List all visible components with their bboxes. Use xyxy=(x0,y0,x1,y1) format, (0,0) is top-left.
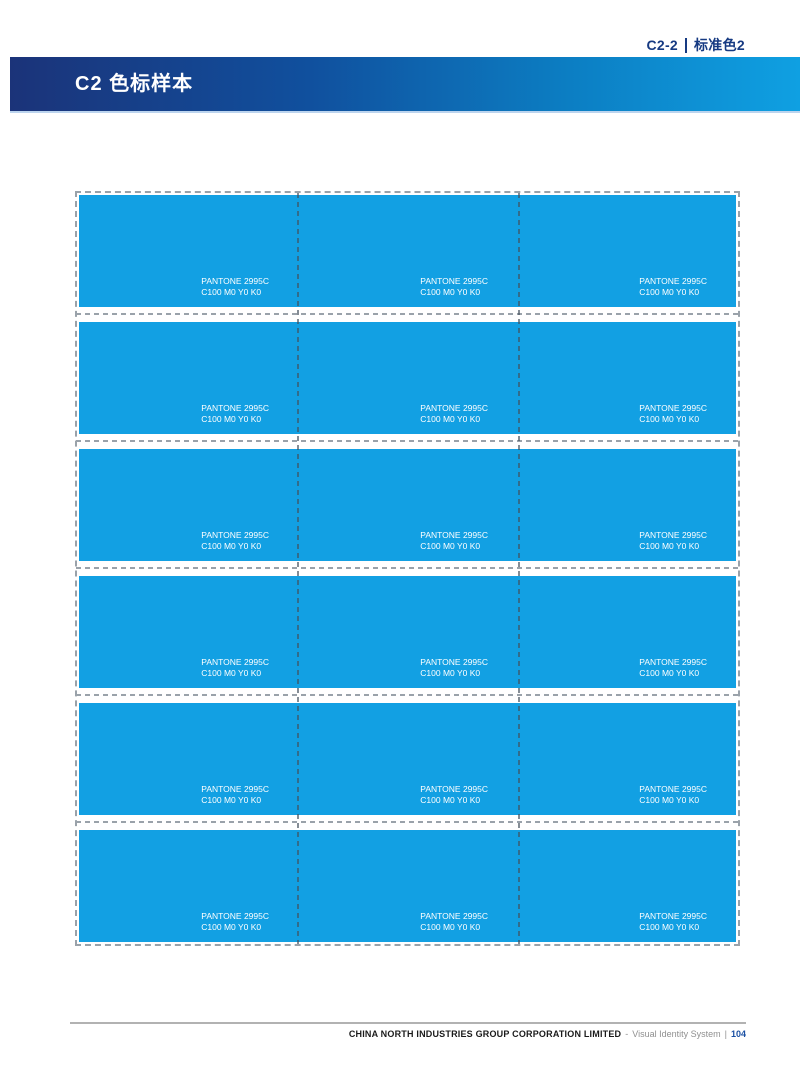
swatch-cmyk: C100 M0 Y0 K0 xyxy=(639,287,700,297)
swatch-row: PANTONE 2995C C100 M0 Y0 K0 PANTONE 2995… xyxy=(76,313,739,434)
swatch-row: PANTONE 2995C C100 M0 Y0 K0 PANTONE 2995… xyxy=(76,440,739,561)
swatch-label: PANTONE 2995C C100 M0 Y0 K0 xyxy=(639,276,707,298)
color-swatch: PANTONE 2995C C100 M0 Y0 K0 xyxy=(298,195,517,307)
swatch-cmyk: C100 M0 Y0 K0 xyxy=(201,287,262,297)
footer-dash: - xyxy=(625,1029,629,1039)
swatch-pantone: PANTONE 2995C xyxy=(201,911,269,921)
color-swatch: PANTONE 2995C C100 M0 Y0 K0 xyxy=(79,449,298,561)
swatch-pantone: PANTONE 2995C xyxy=(639,911,707,921)
cut-line-vertical xyxy=(517,193,520,944)
swatch-pantone: PANTONE 2995C xyxy=(420,784,488,794)
swatch-cmyk: C100 M0 Y0 K0 xyxy=(420,541,481,551)
header-bar: C2 色标样本 xyxy=(10,57,800,113)
swatch-cmyk: C100 M0 Y0 K0 xyxy=(639,668,700,678)
color-swatch: PANTONE 2995C C100 M0 Y0 K0 xyxy=(79,830,298,942)
color-swatch: PANTONE 2995C C100 M0 Y0 K0 xyxy=(517,449,736,561)
swatch-pantone: PANTONE 2995C xyxy=(201,530,269,540)
swatch-cmyk: C100 M0 Y0 K0 xyxy=(201,541,262,551)
swatch-cmyk: C100 M0 Y0 K0 xyxy=(639,922,700,932)
swatch-label: PANTONE 2995C C100 M0 Y0 K0 xyxy=(639,403,707,425)
swatch-row: PANTONE 2995C C100 M0 Y0 K0 PANTONE 2995… xyxy=(79,195,736,307)
footer-divider-line xyxy=(70,1022,746,1024)
swatch-row: PANTONE 2995C C100 M0 Y0 K0 PANTONE 2995… xyxy=(76,567,739,688)
swatch-cmyk: C100 M0 Y0 K0 xyxy=(420,414,481,424)
swatch-pantone: PANTONE 2995C xyxy=(201,784,269,794)
swatch-pantone: PANTONE 2995C xyxy=(639,403,707,413)
swatch-label: PANTONE 2995C C100 M0 Y0 K0 xyxy=(201,657,269,679)
color-swatch: PANTONE 2995C C100 M0 Y0 K0 xyxy=(298,322,517,434)
swatch-cmyk: C100 M0 Y0 K0 xyxy=(201,922,262,932)
swatch-pantone: PANTONE 2995C xyxy=(639,530,707,540)
swatch-label: PANTONE 2995C C100 M0 Y0 K0 xyxy=(639,911,707,933)
swatch-label: PANTONE 2995C C100 M0 Y0 K0 xyxy=(420,530,488,552)
swatch-pantone: PANTONE 2995C xyxy=(420,911,488,921)
swatch-pantone: PANTONE 2995C xyxy=(420,403,488,413)
swatch-pantone: PANTONE 2995C xyxy=(639,276,707,286)
swatch-pantone: PANTONE 2995C xyxy=(201,403,269,413)
swatch-pantone: PANTONE 2995C xyxy=(639,657,707,667)
swatch-label: PANTONE 2995C C100 M0 Y0 K0 xyxy=(201,530,269,552)
swatch-cmyk: C100 M0 Y0 K0 xyxy=(639,541,700,551)
footer-separator: | xyxy=(724,1029,727,1039)
swatch-label: PANTONE 2995C C100 M0 Y0 K0 xyxy=(420,403,488,425)
color-swatch: PANTONE 2995C C100 M0 Y0 K0 xyxy=(79,195,298,307)
swatch-cmyk: C100 M0 Y0 K0 xyxy=(201,795,262,805)
swatch-pantone: PANTONE 2995C xyxy=(420,530,488,540)
color-swatch: PANTONE 2995C C100 M0 Y0 K0 xyxy=(298,576,517,688)
color-swatch: PANTONE 2995C C100 M0 Y0 K0 xyxy=(517,703,736,815)
color-swatch: PANTONE 2995C C100 M0 Y0 K0 xyxy=(298,830,517,942)
page-number: 104 xyxy=(730,1029,746,1039)
color-swatch: PANTONE 2995C C100 M0 Y0 K0 xyxy=(79,322,298,434)
swatch-label: PANTONE 2995C C100 M0 Y0 K0 xyxy=(201,403,269,425)
color-swatch: PANTONE 2995C C100 M0 Y0 K0 xyxy=(79,576,298,688)
footer-system-name: Visual Identity System xyxy=(632,1029,721,1039)
swatch-label: PANTONE 2995C C100 M0 Y0 K0 xyxy=(639,657,707,679)
footer-company-name: CHINA NORTH INDUSTRIES GROUP CORPORATION… xyxy=(348,1029,622,1039)
swatch-label: PANTONE 2995C C100 M0 Y0 K0 xyxy=(420,276,488,298)
color-swatch: PANTONE 2995C C100 M0 Y0 K0 xyxy=(517,576,736,688)
color-swatch: PANTONE 2995C C100 M0 Y0 K0 xyxy=(517,195,736,307)
swatch-label: PANTONE 2995C C100 M0 Y0 K0 xyxy=(639,530,707,552)
swatch-label: PANTONE 2995C C100 M0 Y0 K0 xyxy=(201,276,269,298)
swatch-row: PANTONE 2995C C100 M0 Y0 K0 PANTONE 2995… xyxy=(76,694,739,815)
swatch-cmyk: C100 M0 Y0 K0 xyxy=(420,287,481,297)
swatch-cmyk: C100 M0 Y0 K0 xyxy=(201,414,262,424)
swatch-label: PANTONE 2995C C100 M0 Y0 K0 xyxy=(201,911,269,933)
swatch-cmyk: C100 M0 Y0 K0 xyxy=(639,414,700,424)
section-code: C2-2 xyxy=(646,37,678,53)
footer: CHINA NORTH INDUSTRIES GROUP CORPORATION… xyxy=(349,1029,746,1039)
color-swatch-grid: PANTONE 2995C C100 M0 Y0 K0 PANTONE 2995… xyxy=(75,191,740,946)
swatch-cmyk: C100 M0 Y0 K0 xyxy=(201,668,262,678)
color-swatch: PANTONE 2995C C100 M0 Y0 K0 xyxy=(298,449,517,561)
color-swatch: PANTONE 2995C C100 M0 Y0 K0 xyxy=(298,703,517,815)
color-swatch: PANTONE 2995C C100 M0 Y0 K0 xyxy=(517,322,736,434)
swatch-label: PANTONE 2995C C100 M0 Y0 K0 xyxy=(201,784,269,806)
swatch-cmyk: C100 M0 Y0 K0 xyxy=(420,795,481,805)
page-title: C2 色标样本 xyxy=(75,73,194,95)
swatch-cmyk: C100 M0 Y0 K0 xyxy=(420,668,481,678)
section-label: C2-2 标准色2 xyxy=(646,35,745,55)
swatch-label: PANTONE 2995C C100 M0 Y0 K0 xyxy=(420,657,488,679)
swatch-pantone: PANTONE 2995C xyxy=(420,276,488,286)
swatch-row: PANTONE 2995C C100 M0 Y0 K0 PANTONE 2995… xyxy=(76,821,739,942)
section-title: 标准色2 xyxy=(694,37,745,53)
swatch-pantone: PANTONE 2995C xyxy=(201,276,269,286)
swatch-pantone: PANTONE 2995C xyxy=(201,657,269,667)
swatch-label: PANTONE 2995C C100 M0 Y0 K0 xyxy=(420,784,488,806)
swatch-pantone: PANTONE 2995C xyxy=(420,657,488,667)
swatch-label: PANTONE 2995C C100 M0 Y0 K0 xyxy=(420,911,488,933)
section-separator-bar xyxy=(685,37,687,53)
swatch-pantone: PANTONE 2995C xyxy=(639,784,707,794)
swatch-label: PANTONE 2995C C100 M0 Y0 K0 xyxy=(639,784,707,806)
cut-line-vertical xyxy=(297,193,300,944)
color-swatch: PANTONE 2995C C100 M0 Y0 K0 xyxy=(517,830,736,942)
swatch-cmyk: C100 M0 Y0 K0 xyxy=(639,795,700,805)
color-swatch: PANTONE 2995C C100 M0 Y0 K0 xyxy=(79,703,298,815)
swatch-cmyk: C100 M0 Y0 K0 xyxy=(420,922,481,932)
